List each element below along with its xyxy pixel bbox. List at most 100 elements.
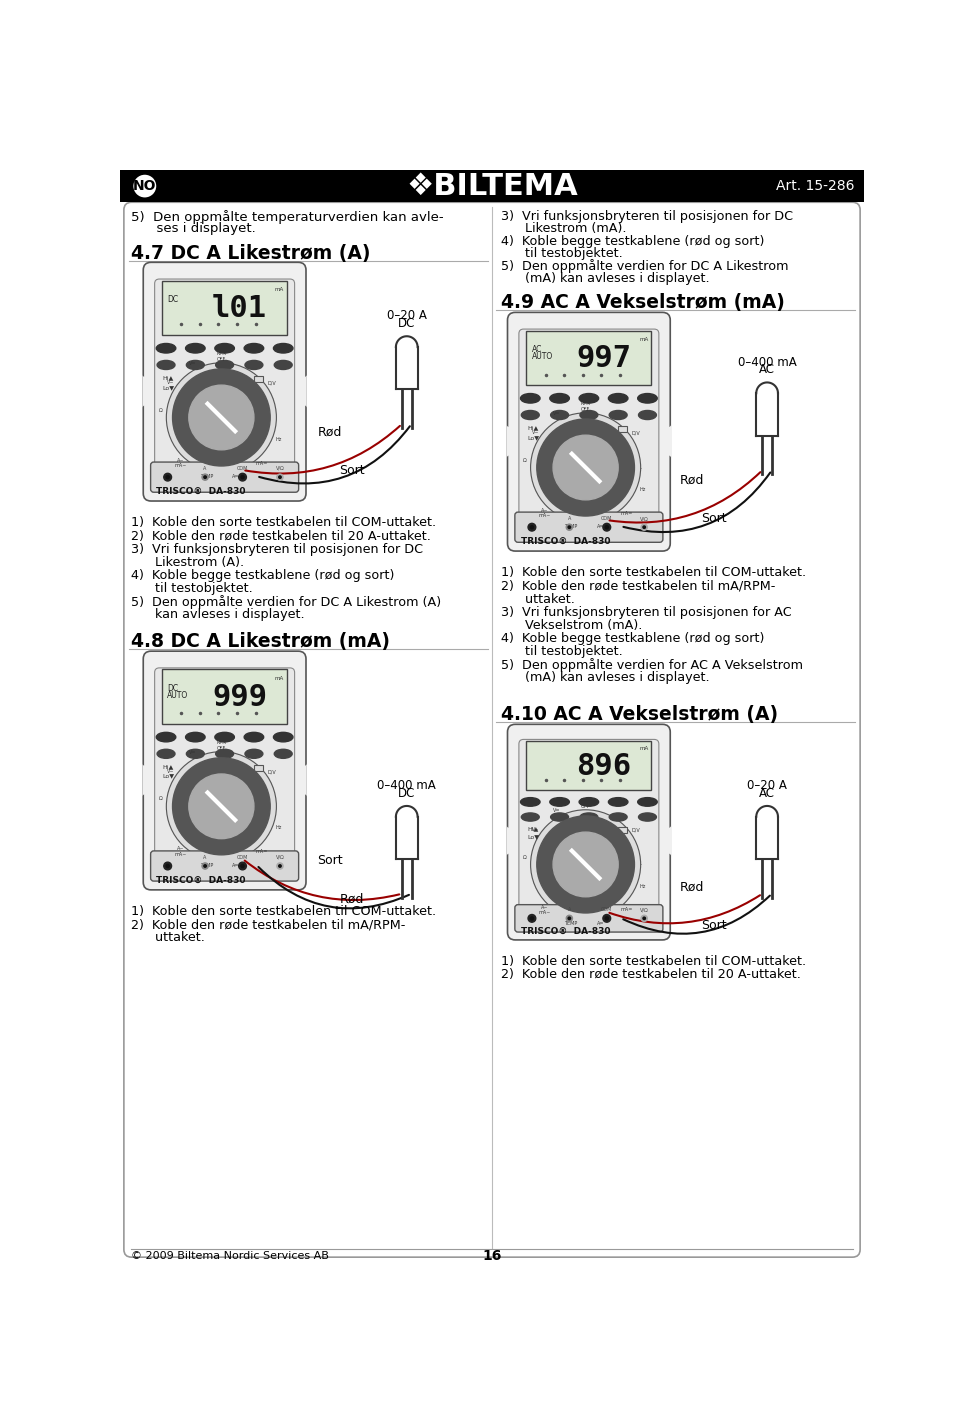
Ellipse shape (245, 361, 263, 370)
Text: AC: AC (759, 787, 775, 800)
Text: V~: V~ (167, 769, 175, 775)
FancyBboxPatch shape (143, 651, 306, 889)
FancyBboxPatch shape (507, 826, 516, 857)
Text: mA=: mA= (620, 908, 633, 912)
FancyBboxPatch shape (526, 331, 652, 385)
Circle shape (166, 752, 276, 861)
Ellipse shape (244, 732, 264, 742)
Text: (mA) kan avleses i displayet.: (mA) kan avleses i displayet. (501, 671, 710, 684)
Text: RPM
OFF: RPM OFF (216, 351, 227, 362)
Text: V=: V= (553, 809, 561, 813)
Circle shape (276, 474, 283, 480)
Text: 3)  Vri funksjonsbryteren til posisjonen for AC: 3) Vri funksjonsbryteren til posisjonen … (501, 606, 792, 619)
FancyBboxPatch shape (124, 202, 860, 1257)
Circle shape (643, 525, 645, 528)
FancyBboxPatch shape (515, 905, 663, 932)
Text: Likestrom (A).: Likestrom (A). (131, 555, 244, 569)
Text: 0–20 A: 0–20 A (747, 779, 787, 792)
Ellipse shape (610, 411, 627, 419)
Text: Sort: Sort (701, 511, 727, 525)
FancyBboxPatch shape (162, 280, 287, 334)
Text: Sort: Sort (701, 919, 727, 932)
Circle shape (603, 915, 611, 922)
Circle shape (173, 370, 270, 466)
Text: til testobjektet.: til testobjektet. (501, 646, 623, 658)
Circle shape (553, 833, 618, 896)
Ellipse shape (580, 813, 598, 821)
Circle shape (204, 865, 206, 867)
Text: mA: mA (639, 746, 648, 750)
Text: Hi▲: Hi▲ (163, 375, 174, 381)
Text: A: A (204, 855, 206, 860)
Text: 2)  Koble den røde testkabelen til mA/RPM-: 2) Koble den røde testkabelen til mA/RPM… (131, 919, 405, 932)
Text: 4)  Koble begge testkablene (rød og sort): 4) Koble begge testkablene (rød og sort) (501, 632, 765, 644)
Text: © 2009 Biltema Nordic Services AB: © 2009 Biltema Nordic Services AB (131, 1250, 328, 1260)
Ellipse shape (520, 797, 540, 806)
Text: COM: COM (601, 908, 612, 912)
Circle shape (641, 915, 647, 922)
FancyBboxPatch shape (297, 763, 307, 797)
FancyBboxPatch shape (526, 741, 652, 790)
Text: Hi▲: Hi▲ (163, 765, 174, 769)
Text: A~
mA~: A~ mA~ (175, 457, 187, 469)
Circle shape (202, 862, 208, 869)
Text: 1)  Koble den sorte testkabelen til COM-uttaket.: 1) Koble den sorte testkabelen til COM-u… (501, 566, 806, 579)
Text: D/V: D/V (268, 769, 276, 775)
Text: kan avleses i displayet.: kan avleses i displayet. (131, 607, 304, 622)
Ellipse shape (215, 732, 234, 742)
Ellipse shape (550, 797, 569, 806)
Text: V~: V~ (167, 381, 175, 385)
Text: V/Ω: V/Ω (639, 908, 649, 912)
Ellipse shape (186, 749, 204, 759)
Text: A~
mA~: A~ mA~ (539, 905, 551, 915)
Circle shape (537, 419, 635, 515)
Ellipse shape (185, 732, 205, 742)
Text: 4)  Koble begge testkablene (rød og sort): 4) Koble begge testkablene (rød og sort) (131, 569, 395, 582)
Circle shape (605, 525, 609, 528)
Text: 16: 16 (482, 1249, 502, 1263)
Text: 997: 997 (576, 344, 632, 374)
Text: 3)  Vri funksjonsbryteren til posisjonen for DC: 3) Vri funksjonsbryteren til posisjonen … (131, 542, 423, 555)
Text: RPM
OFF: RPM OFF (581, 401, 590, 412)
Text: 1)  Koble den sorte testkabelen til COM-uttaket.: 1) Koble den sorte testkabelen til COM-u… (131, 517, 436, 530)
Ellipse shape (580, 411, 598, 419)
Circle shape (189, 385, 253, 450)
Text: 999: 999 (212, 683, 267, 712)
Bar (238, 765, 247, 772)
Ellipse shape (244, 344, 264, 353)
Ellipse shape (637, 394, 658, 404)
Text: V=: V= (189, 750, 197, 755)
Text: Hi▲: Hi▲ (527, 425, 539, 430)
Text: ses i displayet.: ses i displayet. (131, 222, 255, 235)
Text: 5)  Den oppmålte verdien for DC A Likestrom: 5) Den oppmålte verdien for DC A Likestr… (501, 259, 789, 273)
FancyBboxPatch shape (515, 513, 663, 542)
FancyBboxPatch shape (151, 851, 299, 881)
Text: 0–400 mA: 0–400 mA (377, 779, 436, 792)
Ellipse shape (274, 344, 293, 353)
FancyBboxPatch shape (143, 262, 306, 501)
FancyBboxPatch shape (507, 425, 516, 457)
Ellipse shape (609, 394, 628, 404)
Text: 4)  Koble begge testkablene (rød og sort): 4) Koble begge testkablene (rød og sort) (501, 235, 765, 248)
Text: A~
mA~: A~ mA~ (539, 508, 551, 518)
Text: TRISCO®  DA-830: TRISCO® DA-830 (156, 487, 246, 496)
Circle shape (528, 524, 536, 531)
Text: TRISCO®  DA-830: TRISCO® DA-830 (156, 877, 246, 885)
Bar (602, 426, 612, 432)
Text: Lo▼: Lo▼ (163, 385, 175, 389)
Ellipse shape (551, 411, 568, 419)
Text: 2)  Koble den røde testkabelen til mA/RPM-: 2) Koble den røde testkabelen til mA/RPM… (501, 579, 776, 592)
Text: D/V: D/V (268, 381, 276, 385)
Circle shape (553, 435, 618, 500)
Ellipse shape (550, 394, 569, 404)
Circle shape (530, 916, 534, 920)
Circle shape (530, 525, 534, 528)
Ellipse shape (274, 732, 293, 742)
Bar (618, 426, 628, 432)
Text: Ω: Ω (523, 457, 527, 463)
Text: 2)  Koble den røde testkabelen til 20 A-uttaket.: 2) Koble den røde testkabelen til 20 A-u… (501, 969, 802, 981)
Text: V=: V= (553, 411, 561, 416)
Circle shape (537, 816, 635, 913)
Text: AC: AC (532, 346, 542, 354)
Text: 2)  Koble den røde testkabelen til 20 A-uttaket.: 2) Koble den røde testkabelen til 20 A-u… (131, 530, 431, 542)
